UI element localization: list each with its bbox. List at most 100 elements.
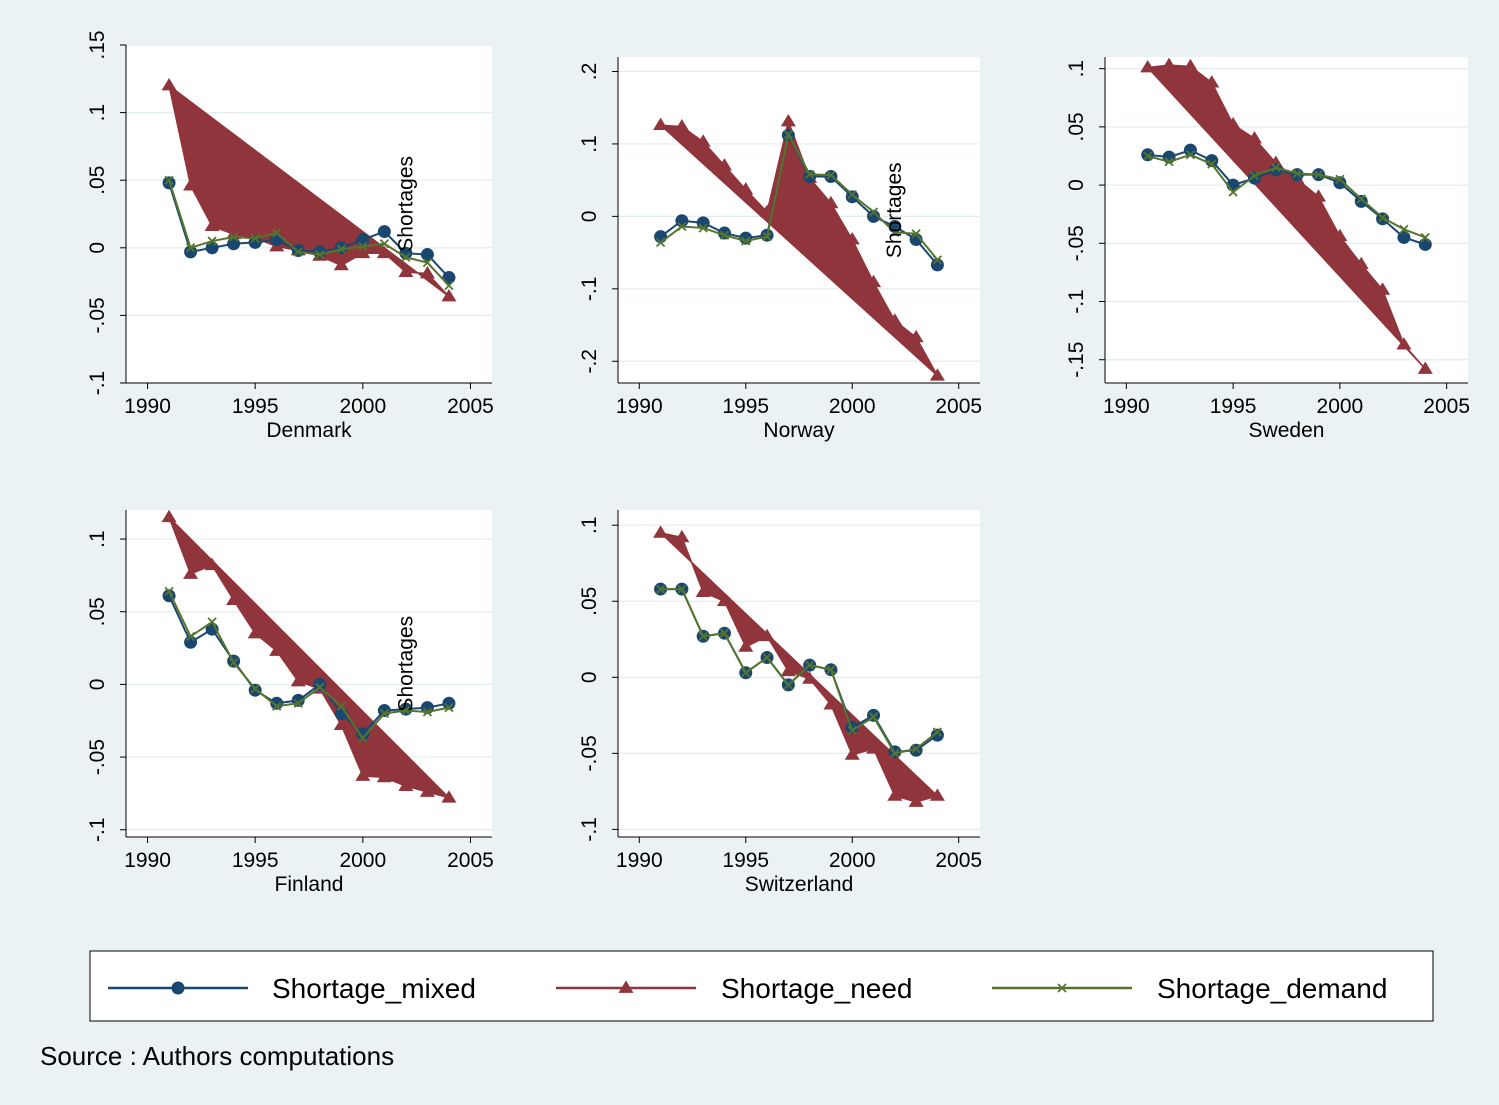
demand-point <box>272 701 282 711</box>
need-point <box>1417 361 1433 374</box>
x-tick-label: 1995 <box>232 849 279 872</box>
need-point <box>161 509 177 523</box>
x-tick-label: 1995 <box>722 849 769 872</box>
demand-point <box>1313 169 1324 180</box>
need-point <box>1353 256 1369 270</box>
demand-point <box>1335 174 1345 184</box>
x-tick-label: 2005 <box>935 395 982 418</box>
demand-point <box>336 244 346 254</box>
annotation-shortages: Shortages <box>883 162 906 258</box>
y-tick-label: 0 <box>86 242 109 254</box>
demand-point <box>336 701 346 711</box>
y-tick-label: 0 <box>578 671 601 683</box>
y-tick-label: -.1 <box>86 371 109 396</box>
need-point <box>290 673 306 687</box>
y-tick-label: -.2 <box>578 349 601 374</box>
need-point <box>355 768 371 781</box>
demand-point <box>932 255 943 265</box>
source-note: Source : Authors computations <box>40 1041 394 1071</box>
demand-point <box>1207 159 1217 169</box>
need-point <box>802 671 818 684</box>
mixed-point <box>184 635 198 649</box>
demand-point <box>890 748 900 758</box>
mixed-point <box>248 683 262 697</box>
need-point <box>823 195 839 209</box>
demand-point <box>698 223 708 233</box>
demand-point <box>826 170 836 180</box>
demand-point <box>655 584 666 594</box>
need-point <box>716 593 732 607</box>
annotation-shortages: Shortages <box>394 616 417 712</box>
need-point <box>759 628 775 642</box>
need-point <box>674 529 690 543</box>
demand-point <box>1399 224 1409 234</box>
y-tick-label: .05 <box>1065 112 1088 141</box>
y-tick-label: -.05 <box>578 735 601 771</box>
demand-point <box>805 169 815 179</box>
plot-area <box>1105 57 1468 383</box>
demand-point <box>1164 157 1174 167</box>
demand-point <box>293 247 303 257</box>
mixed-point <box>824 170 838 184</box>
mixed-point <box>654 230 668 244</box>
panel-title: Norway <box>763 419 835 442</box>
y-tick-label: -.1 <box>578 817 601 842</box>
need-point <box>204 557 220 571</box>
legend-item-need: Shortage_need <box>556 973 913 1004</box>
demand-point <box>1249 171 1260 181</box>
y-tick-label: -.1 <box>1065 289 1088 314</box>
mixed-point <box>313 245 327 259</box>
demand-point <box>401 705 411 716</box>
demand-point <box>250 233 260 243</box>
need-point <box>247 626 263 639</box>
series-demand-line <box>660 588 939 755</box>
mixed-point <box>442 271 456 285</box>
need-point <box>780 113 796 127</box>
y-tick-label: .1 <box>1065 60 1088 78</box>
x-tick-label: 2000 <box>1317 395 1364 418</box>
demand-point <box>911 229 921 239</box>
x-tick-label: 2005 <box>1423 395 1470 418</box>
demand-point <box>890 227 900 237</box>
legend: Shortage_mixed Shortage_need Shortage_dema… <box>89 950 1434 1022</box>
need-point <box>887 313 903 326</box>
mixed-point <box>248 235 262 249</box>
demand-point <box>762 652 772 663</box>
need-point <box>1396 337 1412 350</box>
demand-point <box>185 631 196 642</box>
need-point <box>1204 75 1220 88</box>
x-tick-label: 1995 <box>722 395 769 418</box>
mixed-point <box>1418 237 1432 251</box>
need-point <box>738 639 754 652</box>
need-point <box>887 788 903 801</box>
demand-point <box>1228 187 1238 197</box>
need-point <box>1375 282 1391 295</box>
demand-point <box>315 682 325 692</box>
legend-swatch-marker <box>171 981 185 995</box>
legend-box <box>89 950 1434 1022</box>
need-point <box>204 218 220 232</box>
annotation-shortages: Shortages <box>394 156 417 252</box>
need-point <box>866 274 882 288</box>
y-tick-label: -.05 <box>1065 225 1088 261</box>
demand-point <box>719 628 730 638</box>
need-point <box>1140 59 1156 73</box>
legend-item-demand: Shortage_demand <box>992 973 1387 1004</box>
demand-point <box>1292 168 1302 179</box>
legend-label: Shortage_mixed <box>272 973 476 1004</box>
demand-point <box>164 175 174 185</box>
x-tick-label: 1990 <box>616 849 663 872</box>
y-tick-label: -.1 <box>86 817 109 842</box>
need-point <box>161 78 177 91</box>
y-tick-label: -.05 <box>86 739 109 775</box>
y-tick-label: 0 <box>1065 179 1088 191</box>
demand-point <box>358 241 368 252</box>
demand-point <box>911 744 921 754</box>
need-point <box>441 790 457 803</box>
demand-point <box>379 708 389 719</box>
need-point <box>355 245 371 259</box>
demand-point <box>1185 150 1196 160</box>
need-point <box>441 288 457 302</box>
need-point <box>183 566 199 579</box>
